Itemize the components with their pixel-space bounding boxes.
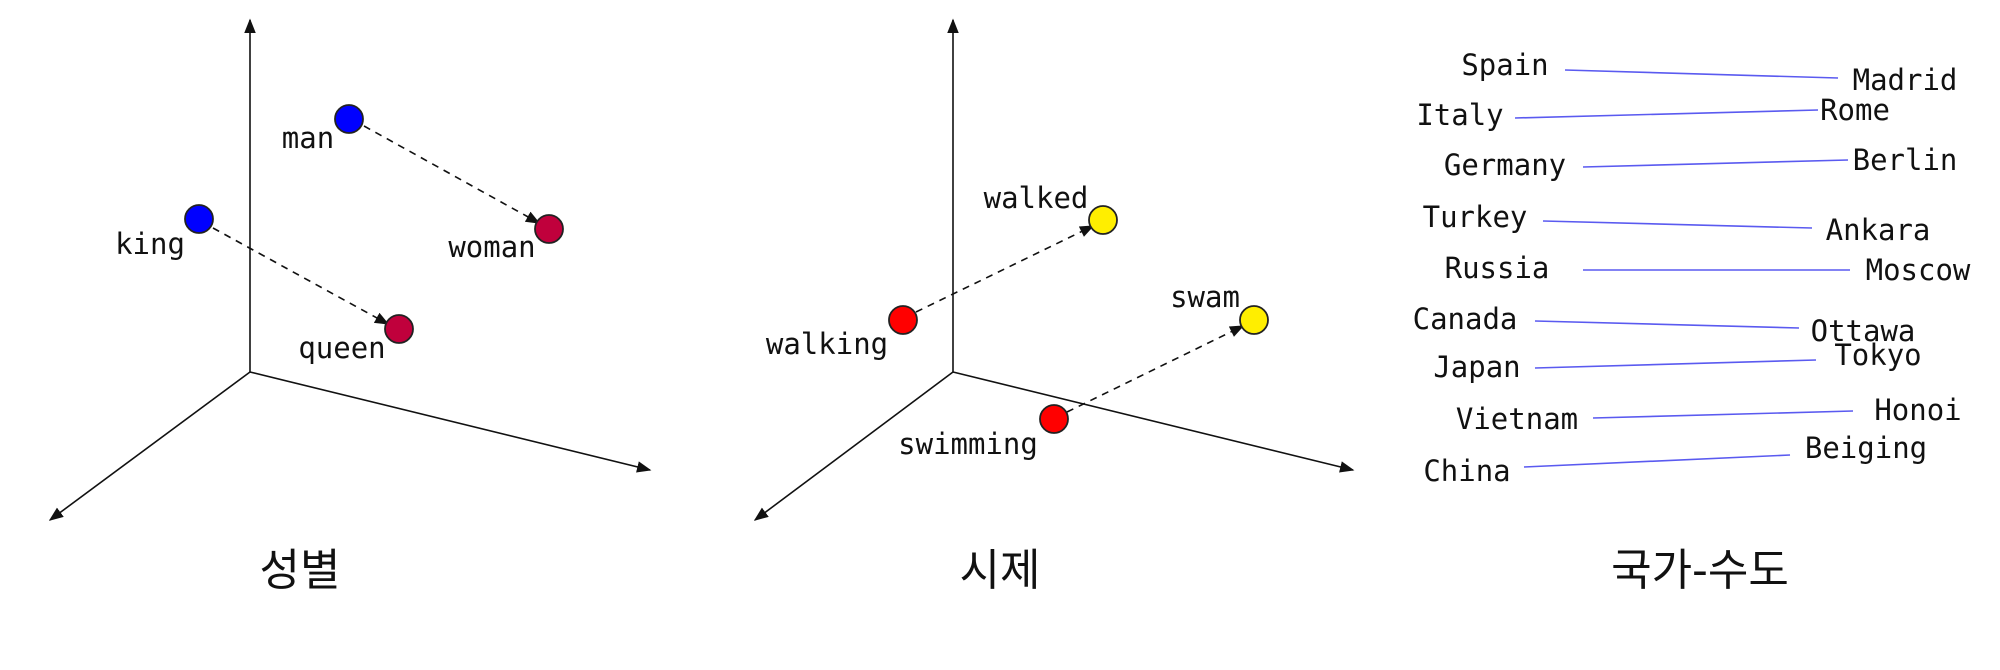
vietnam-link-line (1592, 410, 1854, 419)
country-label-germany: Germany (1444, 148, 1566, 182)
capital-label-germany: Berlin (1853, 143, 1958, 177)
tense-axis-x (952, 371, 1355, 473)
country-label-italy: Italy (1416, 98, 1503, 132)
china-link-line (1523, 454, 1791, 468)
country-label-canada: Canada (1413, 302, 1518, 336)
country-label-spain: Spain (1461, 48, 1548, 82)
country-label-turkey: Turkey (1423, 200, 1528, 234)
country-capital-caption: 국가-수도 (1611, 545, 1789, 596)
queen-label: queen (298, 331, 385, 365)
country-capital-panel: 국가-수도 Spain Madrid Italy Rome Germany Berlin T… (1413, 48, 1971, 596)
capital-label-spain: Madrid (1853, 63, 1958, 97)
country-label-japan: Japan (1433, 350, 1520, 384)
capital-label-china: Beiging (1805, 431, 1927, 465)
capital-label-canada: Ottawa (1811, 314, 1916, 348)
spain-link-line (1564, 69, 1839, 79)
walking-walked-arrow (915, 225, 1095, 313)
king-label: king (115, 227, 185, 261)
swam-label: swam (1170, 280, 1240, 314)
capital-label-turkey: Ankara (1826, 213, 1931, 247)
country-label-vietnam: Vietnam (1456, 402, 1578, 436)
man-woman-arrow (363, 125, 541, 224)
gender-panel: man king woman queen 성별 (48, 18, 652, 596)
tense-panel: walked walking swam swimming 시제 (753, 18, 1355, 596)
country-label-russia: Russia (1445, 251, 1550, 285)
swimming-swam-arrow (1066, 325, 1245, 413)
gender-axis-y (48, 371, 251, 521)
japan-link-line (1534, 359, 1817, 369)
tense-caption: 시제 (960, 545, 1041, 596)
tense-axis-y (753, 371, 954, 521)
capital-label-japan: Tokyo (1834, 338, 1921, 372)
walked-label: walked (984, 181, 1089, 215)
capital-label-vietnam: Honoi (1874, 393, 1961, 427)
king-queen-arrow (212, 227, 390, 325)
germany-link-line (1582, 159, 1849, 168)
gender-caption: 성별 (260, 545, 341, 596)
man-label: man (282, 121, 334, 155)
country-label-china: China (1423, 454, 1510, 488)
man-point (334, 104, 364, 134)
turkey-link-line (1542, 220, 1813, 229)
capital-label-russia: Moscow (1866, 253, 1971, 287)
woman-label: woman (448, 230, 535, 264)
woman-point (534, 214, 564, 244)
canada-link-line (1534, 320, 1800, 329)
capital-label-italy: Rome (1820, 93, 1890, 127)
swimming-point (1039, 404, 1069, 434)
gender-axis-x (249, 371, 652, 473)
walking-point (888, 305, 918, 335)
queen-point (384, 314, 414, 344)
walking-label: walking (766, 327, 888, 361)
swam-point (1239, 305, 1269, 335)
italy-link-line (1514, 109, 1819, 119)
walked-point (1088, 205, 1118, 235)
king-point (184, 204, 214, 234)
swimming-label: swimming (898, 427, 1038, 461)
